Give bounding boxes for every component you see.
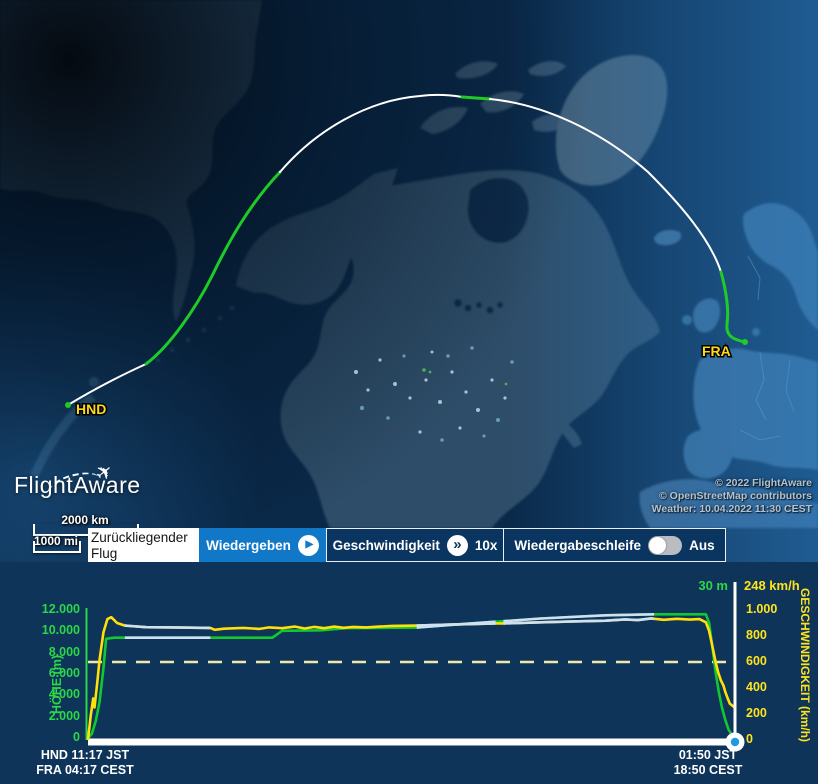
- alt-tick-0: 0: [73, 730, 80, 744]
- arrival-time-origin: 01:50 JST: [678, 748, 738, 762]
- route-actual-green-3: [719, 270, 747, 344]
- alt-tick-6000: 6.000: [48, 666, 80, 680]
- altitude-series-line: [87, 612, 736, 739]
- alt-tick-12000: 12.000: [41, 602, 80, 616]
- speed-series-line: [86, 615, 736, 741]
- map-attribution: © 2022 FlightAware © OpenStreetMap contr…: [652, 477, 812, 516]
- loop-toggle-section[interactable]: Wiedergabeschleife Aus: [503, 528, 726, 562]
- alt-tick-10000: 10.000: [41, 623, 80, 637]
- speed-axis-label: GESCHWINDIGKEIT (km/h): [798, 588, 812, 743]
- route-actual-green-2: [460, 95, 492, 101]
- departure-time-destination: FRA 04:17 CEST: [36, 763, 134, 777]
- alt-tick-2000: 2.000: [48, 709, 80, 723]
- play-button-label: Wiedergeben: [206, 537, 291, 553]
- route-flown-white-1: [67, 363, 147, 406]
- route-flown-white-2: [279, 93, 463, 173]
- current-altitude-value: 30 m: [698, 578, 728, 593]
- altitude-axis-label: HÖHE (m): [50, 654, 64, 714]
- departure-times: HND 11:17 JST FRA 04:17 CEST: [26, 748, 144, 778]
- map-canvas[interactable]: HND FRA: [0, 0, 818, 562]
- playback-controls: Wiedergeben ▶ Geschwindigkeit » 10x Wied…: [199, 528, 726, 562]
- estimated-segment-line: [124, 624, 211, 630]
- spd-tick-200: 200: [746, 706, 767, 720]
- estimated-segment-line: [416, 622, 496, 627]
- arrival-times: 01:50 JST 18:50 CEST: [652, 748, 764, 778]
- loop-label: Wiedergabeschleife: [514, 537, 642, 553]
- origin-marker[interactable]: [65, 402, 71, 408]
- loop-state-value: Aus: [689, 537, 715, 553]
- scale-mi-bar: [33, 541, 81, 553]
- toggle-knob-icon: [649, 536, 667, 554]
- flightaware-logo: FlightAware ✈: [14, 459, 141, 500]
- playback-cursor-dot: [730, 737, 740, 747]
- origin-airport-label[interactable]: HND: [75, 400, 108, 419]
- scale-km-label: 2000 km: [61, 513, 109, 527]
- current-speed-value: 248 km/h: [744, 578, 800, 593]
- loop-toggle-switch[interactable]: [648, 535, 683, 555]
- weather-radar-speckles: [354, 346, 514, 442]
- timeline-scrubber-track[interactable]: [88, 738, 735, 746]
- spd-tick-400: 400: [746, 680, 767, 694]
- play-icon: ▶: [297, 534, 319, 556]
- attribution-weather: Weather: 10.04.2022 11:30 CEST: [651, 503, 812, 515]
- attribution-openstreetmap-link[interactable]: © OpenStreetMap contributors: [659, 490, 812, 502]
- route-flown-white-3: [489, 98, 722, 273]
- speed-label: Geschwindigkeit: [332, 537, 440, 553]
- alt-tick-8000: 8.000: [48, 645, 80, 659]
- scale-mi-label: 1000 mi: [33, 534, 79, 548]
- estimated-segment-line: [503, 613, 655, 623]
- arrival-time-destination: 18:50 CEST: [673, 763, 743, 777]
- estimated-segment-line: [503, 617, 655, 625]
- spd-tick-800: 800: [746, 628, 767, 642]
- flightaware-logo-text: FlightAware: [14, 472, 141, 498]
- destination-marker[interactable]: [742, 339, 748, 345]
- play-button[interactable]: Wiedergeben ▶: [199, 528, 326, 562]
- route-actual-green-1: [144, 170, 282, 366]
- alt-tick-4000: 4.000: [48, 687, 80, 701]
- fast-forward-icon: »: [446, 534, 468, 556]
- playback-speed-button[interactable]: Geschwindigkeit » 10x: [326, 528, 503, 562]
- spd-tick-600: 600: [746, 654, 767, 668]
- attribution-flightaware: © 2022 FlightAware: [715, 477, 812, 489]
- night-overlay: [0, 0, 818, 562]
- replay-mode-label: Zurückliegender Flug: [88, 528, 199, 562]
- chart-plot-area[interactable]: [0, 562, 818, 784]
- destination-airport-label[interactable]: FRA: [701, 342, 733, 361]
- flight-route: [67, 93, 747, 406]
- route-map[interactable]: HND FRA FlightAware ✈ © 2022 FlightAware…: [0, 0, 818, 562]
- speed-value: 10x: [474, 537, 498, 553]
- estimated-data-overlays: [124, 613, 655, 639]
- departure-time-origin: HND 11:17 JST: [40, 748, 130, 762]
- spd-tick-1000: 1.000: [746, 602, 778, 616]
- flight-profile-chart: 12.000 10.000 8.000 6.000 4.000 2.000 0 …: [0, 562, 818, 784]
- spd-tick-0: 0: [746, 732, 753, 746]
